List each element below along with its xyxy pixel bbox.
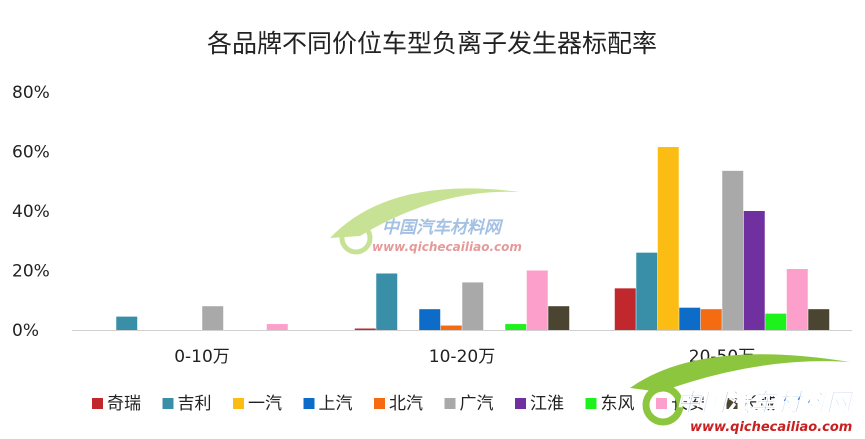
watermark-corner: 中国汽车材料网 www.qichecailiao.com [630,354,855,435]
bar [786,269,808,330]
y-tick-label: 0% [12,321,39,341]
bar [636,252,658,330]
legend-swatch [92,398,103,409]
bar [765,313,787,330]
legend-swatch [374,398,385,409]
bar [700,309,722,330]
bar [614,288,636,330]
bar [722,170,744,330]
bar [808,309,830,330]
legend-swatch [656,398,667,409]
legend-label: 吉利 [178,394,212,414]
y-tick-label: 60% [12,143,50,163]
watermark-logo-ring [339,221,373,255]
bar [266,324,288,330]
watermark-corner-cn: 中国汽车材料网 [676,388,855,417]
bar [440,325,462,330]
legend-swatch [726,398,738,409]
y-tick-label: 20% [12,262,50,282]
x-category-label: 10-20万 [429,347,495,367]
x-category-label: 0-10万 [174,347,230,367]
bar [202,306,224,330]
legend-swatch [303,398,315,409]
legend-label: 广汽 [460,394,494,414]
legend-swatch [162,398,174,409]
chart-title: 各品牌不同价位车型负离子发生器标配率 [207,29,657,58]
watermark-center-url: www.qichecailiao.com [372,240,522,254]
legend-label: 奇瑞 [107,394,141,414]
bar [679,307,701,330]
legend-label: 一汽 [248,394,282,414]
y-tick-label: 80% [12,83,50,103]
legend-swatch [515,398,526,409]
bar [548,306,570,330]
watermark-center-cn: 中国汽车材料网 [382,218,504,238]
legend-label: 长城 [742,394,776,414]
bar [526,270,548,330]
legend-label: 东风 [601,394,635,414]
legend-swatch [585,398,597,409]
bar [354,328,376,330]
legend: 奇瑞 吉利 一汽 上汽 北汽 广汽 江淮 东风 长安 长城 [92,394,776,414]
legend-swatch [233,398,244,409]
legend-swatch [444,398,456,409]
watermark-swoosh [330,188,520,238]
bar [116,316,138,330]
watermark-corner-swoosh [630,354,850,392]
y-tick-label: 40% [12,202,50,222]
watermark-center: 中国汽车材料网 www.qichecailiao.com [330,188,522,255]
bar [743,211,765,330]
legend-label: 上汽 [319,394,353,414]
bars [116,147,830,330]
watermark-corner-logo-ring [642,384,684,426]
legend-label: 北汽 [389,394,423,414]
y-axis-ticks: 0% 20% 40% 60% 80% [12,83,50,341]
bar [657,147,679,330]
bar [462,282,484,330]
watermark-corner-url: www.qichecailiao.com [690,420,852,435]
bar [376,273,398,330]
bar [419,309,441,330]
bar [505,324,527,330]
legend-label: 江淮 [530,394,564,414]
